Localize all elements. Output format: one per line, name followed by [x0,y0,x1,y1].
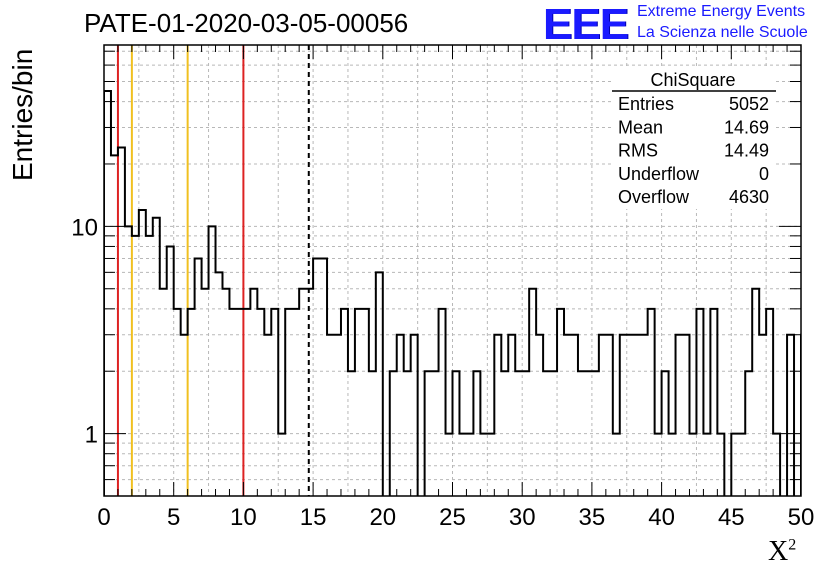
histogram-outline [104,89,801,496]
eee-logo: EEE [543,0,629,49]
stats-value: 0 [759,164,769,184]
stats-label: RMS [618,141,658,161]
logo-subtitle-2: La Scienza nelle Scuole [637,24,808,41]
stats-value: 14.69 [724,117,769,137]
x-tick-label: 0 [97,504,110,531]
stats-label: Overflow [618,187,690,207]
x-tick-label: 30 [509,504,536,531]
stats-box: ChiSquare Entries 5052 Mean 14.69 RMS 14.49 Und… [612,67,776,209]
x-tick-label: 25 [439,504,466,531]
stats-value: 14.49 [724,141,769,161]
x-axis-label-sup: 2 [788,536,797,554]
stats-value: 4630 [729,187,769,207]
y-tick-label: 10 [71,214,98,241]
x-axis-label: X2 [768,536,796,568]
x-axis-label-base: X [768,536,789,567]
x-tick-label: 20 [369,504,396,531]
stats-value: 5052 [729,94,769,114]
x-tick-label: 40 [648,504,675,531]
x-tick-label: 50 [788,504,815,531]
x-tick-label: 35 [579,504,606,531]
x-tick-label: 45 [718,504,745,531]
stats-title: ChiSquare [650,70,735,90]
logo-subtitle-1: Extreme Energy Events [637,3,806,20]
run-title: PATE-01-2020-03-05-00056 [84,8,409,38]
y-tick-label: 1 [85,422,98,449]
x-tick-label: 10 [230,504,257,531]
x-tick-label: 15 [300,504,327,531]
stats-label: Mean [618,117,663,137]
stats-label: Underflow [618,164,700,184]
stats-label: Entries [618,94,674,114]
x-tick-label: 5 [167,504,180,531]
